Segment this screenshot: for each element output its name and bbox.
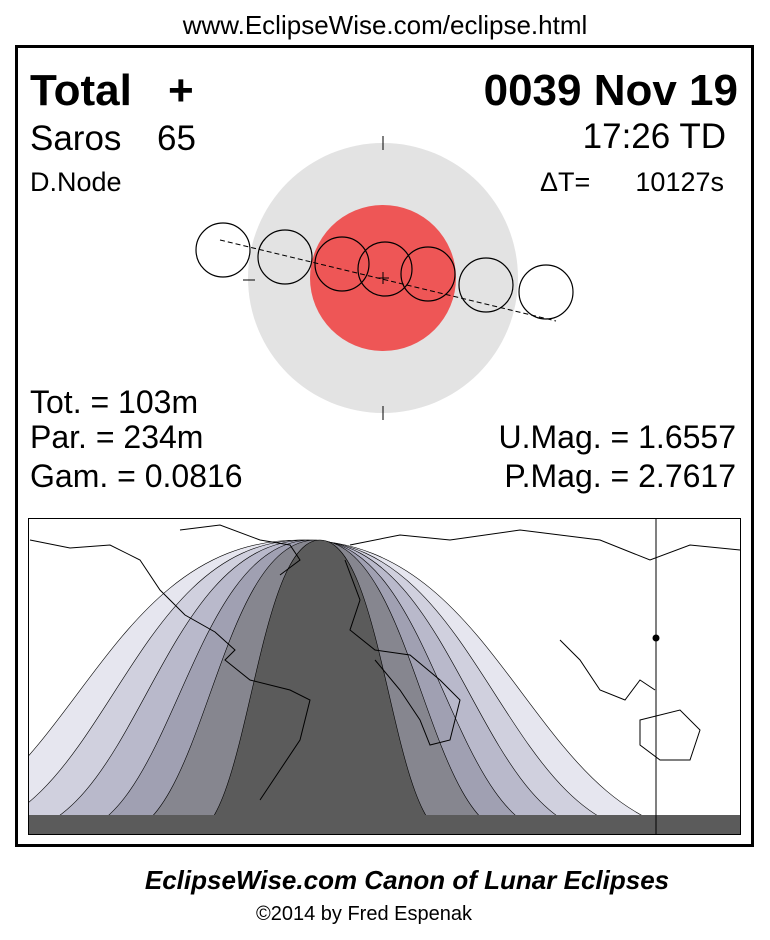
visibility-band [189,539,451,835]
moon [314,236,370,292]
coastline [559,639,656,701]
footer-credit: ©2014 by Fred Espenak [256,903,473,925]
penumbral-mag: P.Mag. = 2.7617 [504,458,736,494]
moon [400,246,456,302]
umbral-mag: U.Mag. = 1.6557 [499,419,736,455]
moon [357,241,413,297]
totality: Tot. = 103m [30,384,198,420]
type-symbol: + [168,66,194,115]
eclipse-diagram [195,136,574,420]
moon [458,257,514,313]
time: 17:26 TD [583,117,726,156]
moon-zenith [652,634,660,642]
date: 0039 Nov 19 [484,66,738,115]
coastline [29,539,311,801]
footer-title: EclipseWise.com Canon of Lunar Eclipses [145,865,669,895]
coastline [344,559,461,746]
saros: 65 [157,119,196,158]
url: www.EclipseWise.com/eclipse.html [182,10,588,40]
node: D.Node [30,167,122,197]
moon [195,222,251,278]
map-frame [28,518,741,835]
moon [518,264,574,320]
coastline [349,529,741,561]
visibility-map [28,518,741,835]
saros-label: Saros [30,119,121,158]
frame [15,45,754,847]
coastline [179,524,301,576]
delta-t: 10127s [635,167,724,197]
antarctic-band [28,815,741,835]
gamma: Gam. = 0.0816 [30,458,243,494]
eclipse-type: Total [30,66,132,115]
partial: Par. = 234m [30,419,203,455]
delta-t-label: ΔT= [540,167,590,197]
coastline [639,709,701,761]
moon [257,229,313,285]
